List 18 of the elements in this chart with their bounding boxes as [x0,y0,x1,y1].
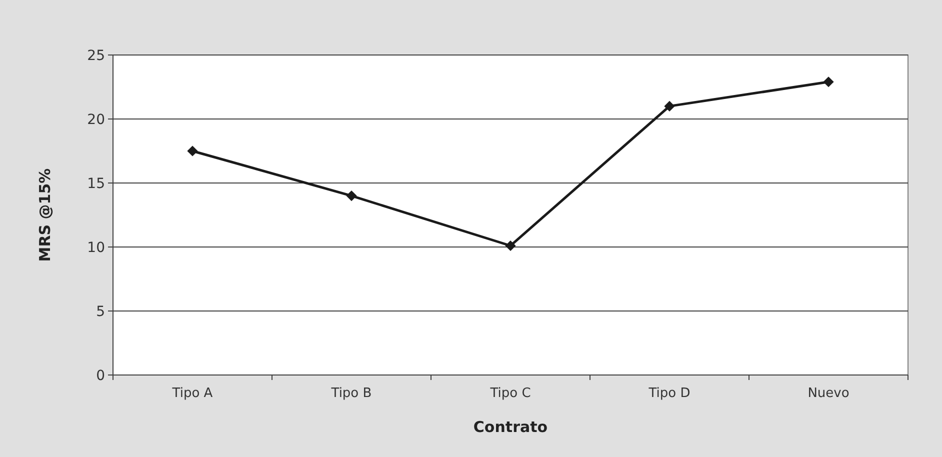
y-tick-label: 10 [87,240,105,256]
x-axis-title: Contrato [473,418,548,436]
point [664,100,675,112]
y-tick-label: 5 [96,304,105,320]
x-tick-label: Tipo B [330,386,372,401]
y-axis-title: MRS @15% [36,168,54,262]
y-tick-label: 15 [87,176,105,192]
y-tick-label: 20 [87,112,105,128]
point [823,76,834,88]
x-tick-label: Tipo A [171,386,213,401]
point [505,240,516,251]
point [346,190,357,202]
x-tick-label: Tipo C [489,386,531,401]
y-tick-label: 0 [96,368,105,384]
y-tick-label: 25 [87,48,105,64]
x-tick-label: Tipo D [648,386,690,401]
x-tick-label: Nuevo [808,386,850,401]
point [187,146,198,156]
